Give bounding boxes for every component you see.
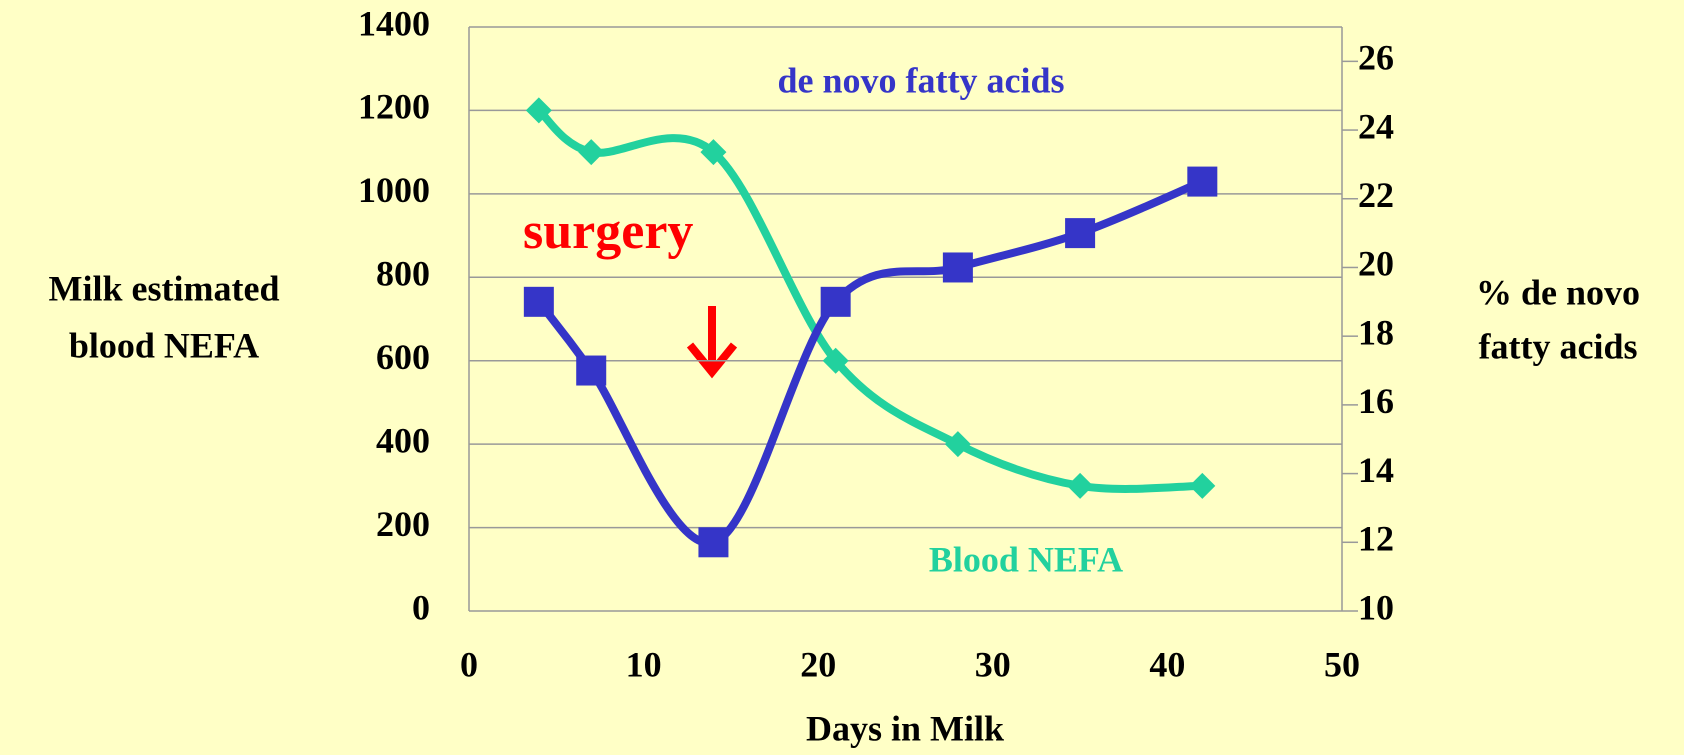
marker xyxy=(525,97,552,124)
y-tick-label: 200 xyxy=(376,504,430,544)
y2-tick-label: 14 xyxy=(1358,450,1394,490)
y2-tick-label: 18 xyxy=(1358,312,1394,352)
marker xyxy=(1067,472,1094,499)
x-tick-label: 20 xyxy=(800,644,836,684)
surgery-arrow xyxy=(686,306,738,379)
y2-tick-label: 12 xyxy=(1358,519,1394,559)
marker xyxy=(523,286,554,317)
y-tick-label: 1200 xyxy=(358,87,430,127)
marker xyxy=(822,347,849,374)
y2-tick-label: 16 xyxy=(1358,381,1394,421)
series-label: Blood NEFA xyxy=(929,539,1123,579)
marker xyxy=(698,527,729,558)
annotation: surgery xyxy=(523,203,693,260)
y-axis-label: Milk estimated xyxy=(49,268,280,308)
y2-tick-label: 26 xyxy=(1358,38,1394,78)
marker xyxy=(942,252,973,283)
marker xyxy=(1065,218,1096,249)
x-tick-label: 40 xyxy=(1149,644,1185,684)
y-tick-label: 1400 xyxy=(358,3,430,43)
y2-tick-label: 10 xyxy=(1358,587,1394,627)
x-tick-label: 10 xyxy=(626,644,662,684)
y2-tick-label: 24 xyxy=(1358,106,1394,146)
y2-axis-label: % de novo xyxy=(1476,272,1640,312)
x-axis-label: Days in Milk xyxy=(806,708,1004,748)
marker xyxy=(944,431,971,458)
y-axis-label: blood NEFA xyxy=(69,325,259,365)
marker xyxy=(578,139,605,166)
x-tick-label: 50 xyxy=(1324,644,1360,684)
marker xyxy=(700,139,727,166)
marker xyxy=(1189,472,1216,499)
y2-axis-label: fatty acids xyxy=(1479,326,1638,366)
y-tick-label: 0 xyxy=(412,587,430,627)
x-tick-label: 0 xyxy=(460,644,478,684)
marker xyxy=(576,355,607,386)
y-tick-label: 600 xyxy=(376,337,430,377)
x-tick-label: 30 xyxy=(975,644,1011,684)
series-label: de novo fatty acids xyxy=(778,60,1065,100)
y2-tick-label: 22 xyxy=(1358,175,1394,215)
y-tick-label: 400 xyxy=(376,420,430,460)
y-tick-label: 800 xyxy=(376,254,430,294)
marker xyxy=(820,286,851,317)
y2-tick-label: 20 xyxy=(1358,244,1394,284)
y-tick-label: 1000 xyxy=(358,170,430,210)
marker xyxy=(1187,166,1218,197)
